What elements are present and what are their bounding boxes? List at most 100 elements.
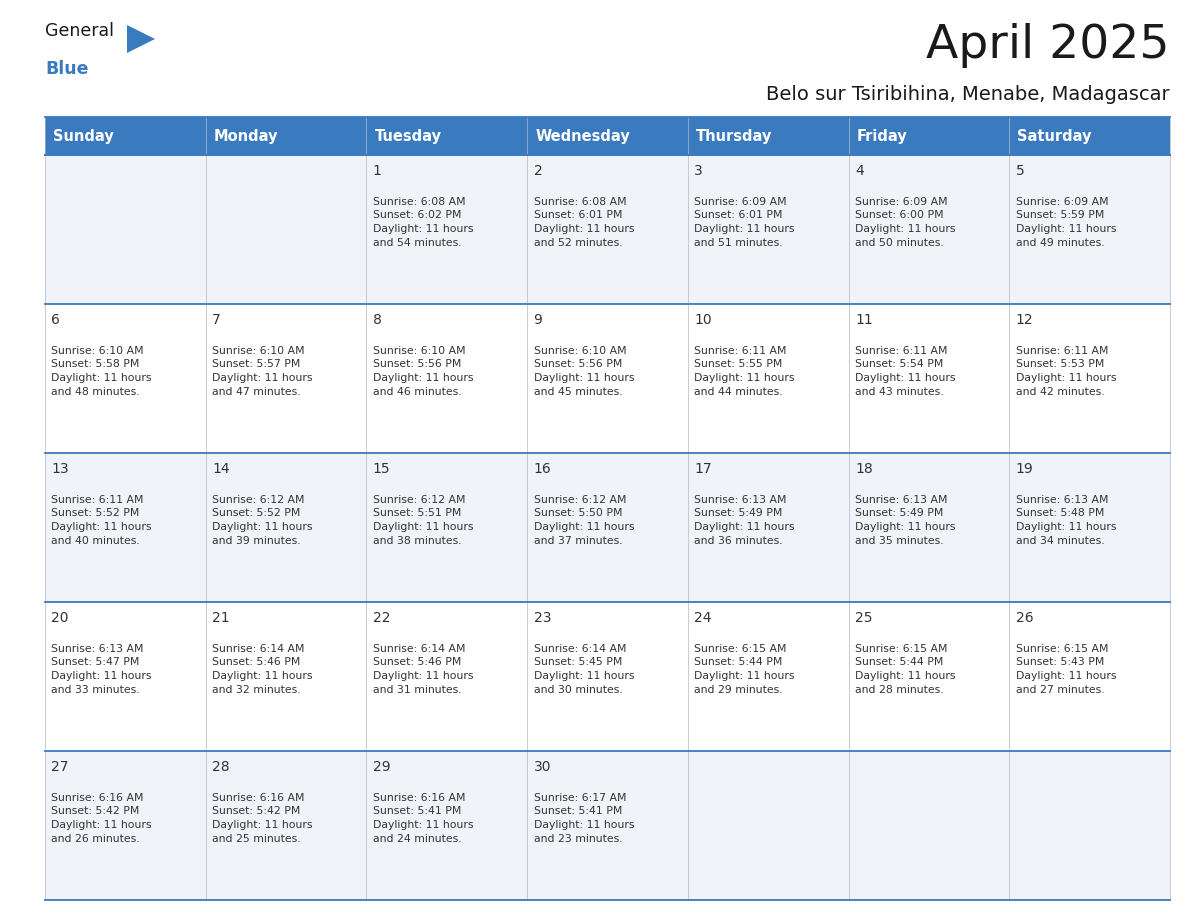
Text: 3: 3 (694, 164, 703, 178)
Bar (848, 117, 1010, 155)
Bar (688, 453, 848, 602)
Text: Sunrise: 6:09 AM
Sunset: 5:59 PM
Daylight: 11 hours
and 49 minutes.: Sunrise: 6:09 AM Sunset: 5:59 PM Dayligh… (1016, 196, 1117, 248)
Text: Thursday: Thursday (696, 129, 772, 143)
Bar (688, 304, 848, 453)
Text: 26: 26 (1016, 611, 1034, 625)
Text: Sunrise: 6:13 AM
Sunset: 5:49 PM
Daylight: 11 hours
and 36 minutes.: Sunrise: 6:13 AM Sunset: 5:49 PM Dayligh… (694, 495, 795, 545)
Bar (527, 602, 688, 751)
Text: Sunrise: 6:14 AM
Sunset: 5:45 PM
Daylight: 11 hours
and 30 minutes.: Sunrise: 6:14 AM Sunset: 5:45 PM Dayligh… (533, 644, 634, 695)
Text: Sunrise: 6:08 AM
Sunset: 6:02 PM
Daylight: 11 hours
and 54 minutes.: Sunrise: 6:08 AM Sunset: 6:02 PM Dayligh… (373, 196, 473, 248)
Text: Sunday: Sunday (53, 129, 114, 143)
Text: 12: 12 (1016, 313, 1034, 327)
Bar (366, 453, 527, 602)
Text: 27: 27 (51, 760, 69, 774)
Bar (688, 751, 848, 900)
Bar (848, 304, 1010, 453)
Text: Sunrise: 6:12 AM
Sunset: 5:50 PM
Daylight: 11 hours
and 37 minutes.: Sunrise: 6:12 AM Sunset: 5:50 PM Dayligh… (533, 495, 634, 545)
Text: Sunrise: 6:12 AM
Sunset: 5:51 PM
Daylight: 11 hours
and 38 minutes.: Sunrise: 6:12 AM Sunset: 5:51 PM Dayligh… (373, 495, 473, 545)
Text: Belo sur Tsiribihina, Menabe, Madagascar: Belo sur Tsiribihina, Menabe, Madagascar (766, 85, 1170, 104)
Text: Sunrise: 6:14 AM
Sunset: 5:46 PM
Daylight: 11 hours
and 32 minutes.: Sunrise: 6:14 AM Sunset: 5:46 PM Dayligh… (213, 644, 312, 695)
Text: 23: 23 (533, 611, 551, 625)
Bar (527, 453, 688, 602)
Bar (848, 751, 1010, 900)
Text: 25: 25 (855, 611, 872, 625)
Text: Sunrise: 6:10 AM
Sunset: 5:56 PM
Daylight: 11 hours
and 46 minutes.: Sunrise: 6:10 AM Sunset: 5:56 PM Dayligh… (373, 346, 473, 397)
Text: Sunrise: 6:11 AM
Sunset: 5:54 PM
Daylight: 11 hours
and 43 minutes.: Sunrise: 6:11 AM Sunset: 5:54 PM Dayligh… (855, 346, 955, 397)
Text: 5: 5 (1016, 164, 1024, 178)
Text: 2: 2 (533, 164, 542, 178)
Text: 11: 11 (855, 313, 873, 327)
Text: 19: 19 (1016, 462, 1034, 476)
Text: 10: 10 (694, 313, 712, 327)
Text: Wednesday: Wednesday (535, 129, 630, 143)
Bar (688, 117, 848, 155)
Text: Tuesday: Tuesday (374, 129, 442, 143)
Bar (366, 602, 527, 751)
Text: 15: 15 (373, 462, 391, 476)
Text: Monday: Monday (214, 129, 278, 143)
Bar (45, 155, 206, 304)
Text: Sunrise: 6:17 AM
Sunset: 5:41 PM
Daylight: 11 hours
and 23 minutes.: Sunrise: 6:17 AM Sunset: 5:41 PM Dayligh… (533, 793, 634, 844)
Text: Sunrise: 6:10 AM
Sunset: 5:56 PM
Daylight: 11 hours
and 45 minutes.: Sunrise: 6:10 AM Sunset: 5:56 PM Dayligh… (533, 346, 634, 397)
Bar (206, 304, 366, 453)
Bar (527, 751, 688, 900)
Bar (366, 751, 527, 900)
Bar (366, 155, 527, 304)
Text: 13: 13 (51, 462, 69, 476)
Polygon shape (127, 25, 154, 53)
Text: Saturday: Saturday (1017, 129, 1092, 143)
Text: 4: 4 (855, 164, 864, 178)
Bar (366, 304, 527, 453)
Text: 14: 14 (213, 462, 229, 476)
Bar (848, 453, 1010, 602)
Text: Sunrise: 6:13 AM
Sunset: 5:49 PM
Daylight: 11 hours
and 35 minutes.: Sunrise: 6:13 AM Sunset: 5:49 PM Dayligh… (855, 495, 955, 545)
Text: Blue: Blue (45, 60, 88, 78)
Text: Sunrise: 6:11 AM
Sunset: 5:52 PM
Daylight: 11 hours
and 40 minutes.: Sunrise: 6:11 AM Sunset: 5:52 PM Dayligh… (51, 495, 152, 545)
Bar (688, 602, 848, 751)
Text: Sunrise: 6:15 AM
Sunset: 5:44 PM
Daylight: 11 hours
and 28 minutes.: Sunrise: 6:15 AM Sunset: 5:44 PM Dayligh… (855, 644, 955, 695)
Bar (1010, 117, 1170, 155)
Bar (1010, 602, 1170, 751)
Text: Sunrise: 6:15 AM
Sunset: 5:44 PM
Daylight: 11 hours
and 29 minutes.: Sunrise: 6:15 AM Sunset: 5:44 PM Dayligh… (694, 644, 795, 695)
Text: 17: 17 (694, 462, 712, 476)
Text: 9: 9 (533, 313, 543, 327)
Text: Sunrise: 6:09 AM
Sunset: 6:00 PM
Daylight: 11 hours
and 50 minutes.: Sunrise: 6:09 AM Sunset: 6:00 PM Dayligh… (855, 196, 955, 248)
Text: 30: 30 (533, 760, 551, 774)
Text: General: General (45, 22, 114, 40)
Bar (1010, 751, 1170, 900)
Text: 21: 21 (213, 611, 229, 625)
Bar (206, 453, 366, 602)
Bar (1010, 453, 1170, 602)
Text: April 2025: April 2025 (927, 23, 1170, 68)
Text: Sunrise: 6:12 AM
Sunset: 5:52 PM
Daylight: 11 hours
and 39 minutes.: Sunrise: 6:12 AM Sunset: 5:52 PM Dayligh… (213, 495, 312, 545)
Text: Sunrise: 6:10 AM
Sunset: 5:58 PM
Daylight: 11 hours
and 48 minutes.: Sunrise: 6:10 AM Sunset: 5:58 PM Dayligh… (51, 346, 152, 397)
Bar (206, 602, 366, 751)
Bar (45, 304, 206, 453)
Bar (206, 117, 366, 155)
Text: 7: 7 (213, 313, 221, 327)
Text: Sunrise: 6:09 AM
Sunset: 6:01 PM
Daylight: 11 hours
and 51 minutes.: Sunrise: 6:09 AM Sunset: 6:01 PM Dayligh… (694, 196, 795, 248)
Text: Sunrise: 6:13 AM
Sunset: 5:48 PM
Daylight: 11 hours
and 34 minutes.: Sunrise: 6:13 AM Sunset: 5:48 PM Dayligh… (1016, 495, 1117, 545)
Text: 29: 29 (373, 760, 391, 774)
Bar (527, 117, 688, 155)
Bar (1010, 304, 1170, 453)
Text: 22: 22 (373, 611, 391, 625)
Text: Sunrise: 6:16 AM
Sunset: 5:42 PM
Daylight: 11 hours
and 26 minutes.: Sunrise: 6:16 AM Sunset: 5:42 PM Dayligh… (51, 793, 152, 844)
Bar (45, 117, 206, 155)
Text: Sunrise: 6:15 AM
Sunset: 5:43 PM
Daylight: 11 hours
and 27 minutes.: Sunrise: 6:15 AM Sunset: 5:43 PM Dayligh… (1016, 644, 1117, 695)
Text: Sunrise: 6:13 AM
Sunset: 5:47 PM
Daylight: 11 hours
and 33 minutes.: Sunrise: 6:13 AM Sunset: 5:47 PM Dayligh… (51, 644, 152, 695)
Text: Sunrise: 6:16 AM
Sunset: 5:41 PM
Daylight: 11 hours
and 24 minutes.: Sunrise: 6:16 AM Sunset: 5:41 PM Dayligh… (373, 793, 473, 844)
Bar (848, 602, 1010, 751)
Bar (45, 602, 206, 751)
Bar (45, 751, 206, 900)
Text: Sunrise: 6:16 AM
Sunset: 5:42 PM
Daylight: 11 hours
and 25 minutes.: Sunrise: 6:16 AM Sunset: 5:42 PM Dayligh… (213, 793, 312, 844)
Text: 6: 6 (51, 313, 61, 327)
Bar (848, 155, 1010, 304)
Text: 16: 16 (533, 462, 551, 476)
Text: Sunrise: 6:11 AM
Sunset: 5:53 PM
Daylight: 11 hours
and 42 minutes.: Sunrise: 6:11 AM Sunset: 5:53 PM Dayligh… (1016, 346, 1117, 397)
Text: Sunrise: 6:10 AM
Sunset: 5:57 PM
Daylight: 11 hours
and 47 minutes.: Sunrise: 6:10 AM Sunset: 5:57 PM Dayligh… (213, 346, 312, 397)
Bar (1010, 155, 1170, 304)
Text: 8: 8 (373, 313, 381, 327)
Text: 18: 18 (855, 462, 873, 476)
Bar (366, 117, 527, 155)
